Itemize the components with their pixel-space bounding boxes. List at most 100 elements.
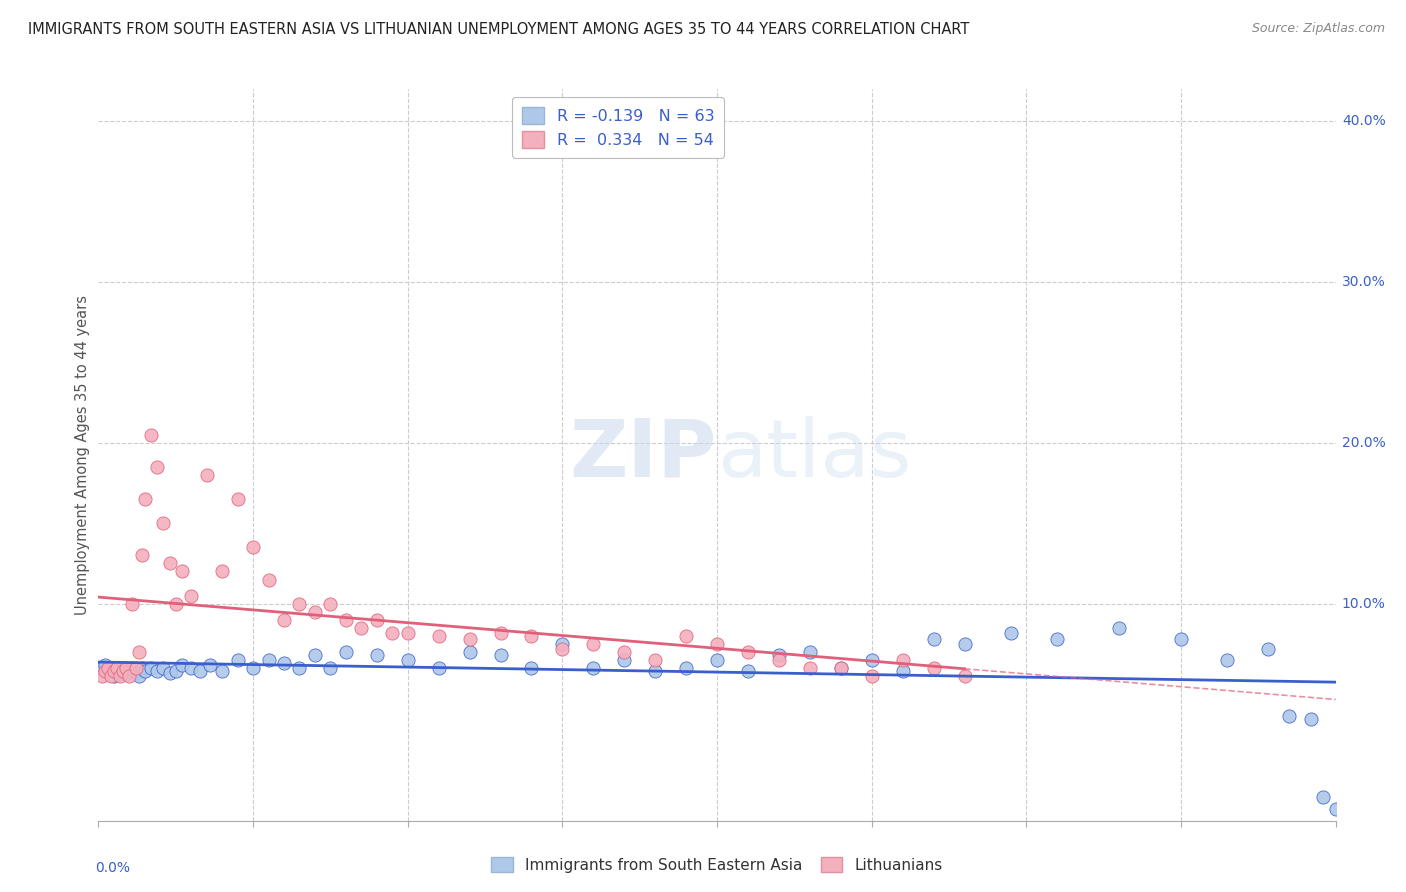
- Point: [551, 637, 574, 651]
- Point: [319, 597, 342, 611]
- Point: [226, 492, 249, 507]
- Point: [90, 669, 112, 683]
- Point: [152, 661, 174, 675]
- Text: atlas: atlas: [717, 416, 911, 494]
- Point: [165, 597, 187, 611]
- Point: [159, 557, 181, 571]
- Point: [288, 661, 311, 675]
- Point: [118, 664, 141, 678]
- Point: [273, 613, 295, 627]
- Point: [115, 661, 138, 675]
- Point: [1278, 709, 1301, 723]
- Point: [211, 565, 233, 579]
- Point: [146, 664, 169, 678]
- Point: [190, 664, 212, 678]
- Point: [582, 661, 605, 675]
- Point: [115, 667, 138, 681]
- Legend: Immigrants from South Eastern Asia, Lithuanians: Immigrants from South Eastern Asia, Lith…: [485, 851, 949, 879]
- Point: [799, 645, 821, 659]
- Point: [520, 661, 543, 675]
- Point: [97, 664, 120, 678]
- Point: [1046, 632, 1069, 646]
- Point: [768, 648, 790, 662]
- Point: [953, 637, 976, 651]
- Point: [551, 641, 574, 656]
- Point: [799, 661, 821, 675]
- Point: [152, 516, 174, 531]
- Point: [103, 669, 125, 683]
- Point: [146, 460, 169, 475]
- Point: [121, 661, 143, 675]
- Text: 30.0%: 30.0%: [1341, 275, 1386, 289]
- Point: [97, 661, 120, 675]
- Point: [108, 665, 131, 680]
- Point: [118, 669, 141, 683]
- Point: [1000, 625, 1022, 640]
- Point: [706, 637, 728, 651]
- Point: [1216, 653, 1239, 667]
- Point: [613, 653, 636, 667]
- Point: [180, 661, 202, 675]
- Text: ZIP: ZIP: [569, 416, 717, 494]
- Point: [458, 645, 481, 659]
- Point: [737, 664, 759, 678]
- Point: [257, 573, 280, 587]
- Point: [1170, 632, 1192, 646]
- Point: [675, 629, 697, 643]
- Point: [100, 661, 122, 675]
- Text: 10.0%: 10.0%: [1341, 597, 1386, 611]
- Point: [112, 661, 135, 675]
- Point: [128, 645, 150, 659]
- Point: [103, 664, 125, 678]
- Point: [891, 653, 914, 667]
- Point: [195, 468, 218, 483]
- Point: [830, 661, 852, 675]
- Point: [131, 549, 153, 563]
- Point: [288, 597, 311, 611]
- Text: 40.0%: 40.0%: [1341, 114, 1386, 128]
- Point: [112, 664, 135, 678]
- Point: [273, 656, 295, 670]
- Point: [105, 664, 128, 678]
- Point: [675, 661, 697, 675]
- Point: [242, 541, 264, 555]
- Point: [427, 661, 450, 675]
- Point: [1312, 789, 1334, 804]
- Point: [335, 645, 357, 659]
- Text: 20.0%: 20.0%: [1341, 436, 1386, 450]
- Point: [427, 629, 450, 643]
- Point: [520, 629, 543, 643]
- Point: [242, 661, 264, 675]
- Point: [860, 653, 883, 667]
- Point: [644, 653, 666, 667]
- Point: [366, 648, 388, 662]
- Point: [613, 645, 636, 659]
- Point: [335, 613, 357, 627]
- Point: [489, 648, 512, 662]
- Point: [131, 661, 153, 675]
- Point: [257, 653, 280, 667]
- Text: 0.0%: 0.0%: [96, 861, 131, 875]
- Point: [165, 664, 187, 678]
- Point: [1324, 802, 1347, 816]
- Point: [891, 664, 914, 678]
- Point: [381, 625, 404, 640]
- Point: [93, 664, 115, 678]
- Point: [226, 653, 249, 667]
- Point: [159, 665, 181, 680]
- Text: Source: ZipAtlas.com: Source: ZipAtlas.com: [1251, 22, 1385, 36]
- Point: [644, 664, 666, 678]
- Y-axis label: Unemployment Among Ages 35 to 44 years: Unemployment Among Ages 35 to 44 years: [75, 295, 90, 615]
- Point: [582, 637, 605, 651]
- Point: [366, 613, 388, 627]
- Point: [304, 648, 326, 662]
- Point: [90, 661, 112, 675]
- Point: [737, 645, 759, 659]
- Point: [304, 605, 326, 619]
- Point: [706, 653, 728, 667]
- Point: [198, 657, 221, 672]
- Point: [953, 669, 976, 683]
- Point: [134, 664, 156, 678]
- Point: [768, 653, 790, 667]
- Point: [93, 657, 115, 672]
